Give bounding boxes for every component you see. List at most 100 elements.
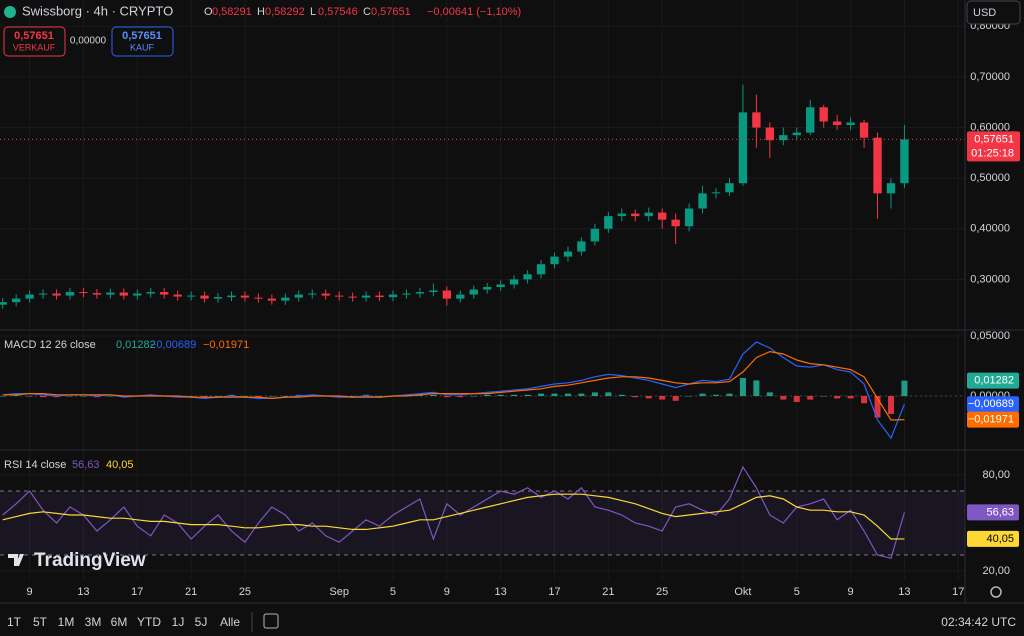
candle-body (348, 296, 357, 298)
x-tick-label: 21 (602, 586, 614, 598)
buy-label[interactable]: KAUF (130, 42, 155, 52)
plot (0, 84, 965, 559)
y-tick-label: 0,40000 (970, 223, 1010, 235)
histogram-bar (443, 396, 450, 398)
histogram-bar (645, 396, 652, 399)
symbol-title[interactable]: Swissborg · 4h · CRYPTO (22, 3, 173, 18)
candle-body (267, 298, 277, 301)
histogram-bar (484, 394, 491, 396)
y-tick-label: 20,00 (982, 565, 1010, 577)
histogram-bar (551, 393, 558, 396)
ohlc-value: 0,57651 (371, 6, 411, 18)
value-box-label: 0,01282 (974, 375, 1014, 387)
candle-body (738, 112, 748, 184)
histogram-bar (672, 396, 679, 401)
candle-body (509, 279, 519, 285)
range-button[interactable]: 5T (33, 615, 48, 629)
candle-body (496, 284, 505, 287)
candle-body (779, 135, 788, 141)
histogram-bar (591, 392, 598, 396)
candle-body (0, 302, 7, 305)
histogram-bar (605, 392, 612, 396)
countdown: 01:25:18 (971, 147, 1014, 159)
candle-body (873, 137, 882, 194)
value-box-label: 40,05 (986, 533, 1014, 545)
candle-body (294, 294, 303, 298)
value-box (967, 372, 1019, 389)
candle-body (684, 208, 694, 227)
candle-body (711, 192, 721, 194)
last-price-label: 0,57651 (974, 133, 1014, 145)
histogram-bar (376, 396, 383, 397)
symbol-logo[interactable] (4, 6, 16, 18)
range-button[interactable]: 1M (58, 615, 75, 629)
candle-body (25, 294, 34, 299)
candle-body (388, 294, 398, 298)
candle-body (617, 213, 626, 217)
range-button[interactable]: 1T (7, 615, 22, 629)
legend-value: −0,01971 (203, 339, 249, 351)
candle-body (671, 219, 680, 227)
histogram-bar (26, 396, 33, 397)
histogram-bar (470, 396, 477, 397)
sell-label[interactable]: VERKAUF (13, 42, 56, 52)
goto-date-icon[interactable] (263, 613, 279, 629)
histogram-bar (847, 396, 854, 399)
range-button[interactable]: 6M (111, 615, 128, 629)
candle-body (536, 264, 546, 275)
settings-icon[interactable] (990, 586, 1002, 598)
candle-body (375, 295, 384, 298)
candle-body (415, 292, 425, 294)
buy-button[interactable] (111, 26, 174, 57)
candle-body (604, 216, 613, 229)
spread: 0,00000 (70, 36, 107, 47)
x-tick-label: 17 (548, 586, 560, 598)
buy-price[interactable]: 0,57651 (122, 30, 162, 42)
range-button[interactable]: 3M (85, 615, 102, 629)
candle-body (469, 289, 478, 295)
candle-body (644, 212, 653, 217)
candle-body (523, 274, 532, 280)
candle-body (429, 290, 438, 293)
last-price-box (967, 131, 1020, 162)
currency-button[interactable] (966, 0, 1021, 25)
candle-body (483, 286, 492, 290)
range-button[interactable]: 5J (195, 615, 208, 629)
sell-button[interactable] (3, 26, 66, 57)
candle-body (577, 241, 586, 252)
candle-body (402, 293, 411, 295)
candle-body (590, 228, 600, 242)
range-button[interactable]: 1J (172, 615, 185, 629)
candle-body (550, 256, 559, 265)
histogram-bar (820, 396, 827, 397)
indicator-line (2, 465, 906, 559)
histogram-bar (753, 380, 760, 396)
candle-body (106, 292, 115, 295)
candle-body (819, 107, 828, 122)
clock[interactable]: 02:34:42 UTC (941, 615, 1016, 629)
range-button[interactable]: Alle (220, 615, 240, 629)
range-button[interactable]: YTD (137, 615, 161, 629)
candle-body (79, 292, 88, 294)
ohlc-value: 0,58291 (212, 6, 252, 18)
candle-body (65, 292, 75, 296)
candle-body (160, 292, 169, 295)
candle-body (886, 183, 896, 194)
value-box (967, 530, 1019, 547)
x-tick-label: 13 (898, 586, 910, 598)
histogram-bar (40, 396, 47, 398)
ohlc-key: C (363, 6, 371, 18)
currency[interactable]: USD (973, 7, 996, 19)
watermark-logo (8, 554, 24, 566)
y-tick-label: 0,05000 (970, 330, 1010, 342)
value-box-label: 56,63 (986, 506, 1014, 518)
x-tick-label: 9 (848, 586, 854, 598)
x-tick-label: 25 (239, 586, 251, 598)
candle-body (658, 212, 667, 220)
histogram-bar (430, 394, 437, 396)
candle-body (792, 132, 801, 136)
sell-price[interactable]: 0,57651 (14, 30, 54, 42)
value-box-label: −0,00689 (968, 398, 1014, 410)
histogram-bar (268, 396, 275, 397)
